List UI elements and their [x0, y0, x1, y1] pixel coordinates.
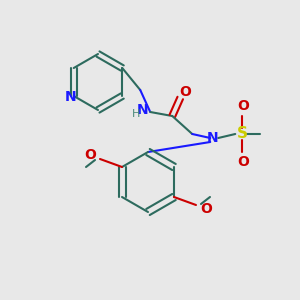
Text: O: O [84, 148, 96, 162]
Text: N: N [136, 103, 148, 117]
Text: O: O [200, 202, 212, 216]
Text: S: S [237, 127, 248, 142]
Text: H: H [132, 109, 140, 119]
Text: N: N [206, 131, 218, 145]
Text: N: N [65, 90, 76, 104]
Text: O: O [237, 99, 249, 113]
Text: O: O [179, 85, 191, 99]
Text: O: O [237, 155, 249, 169]
